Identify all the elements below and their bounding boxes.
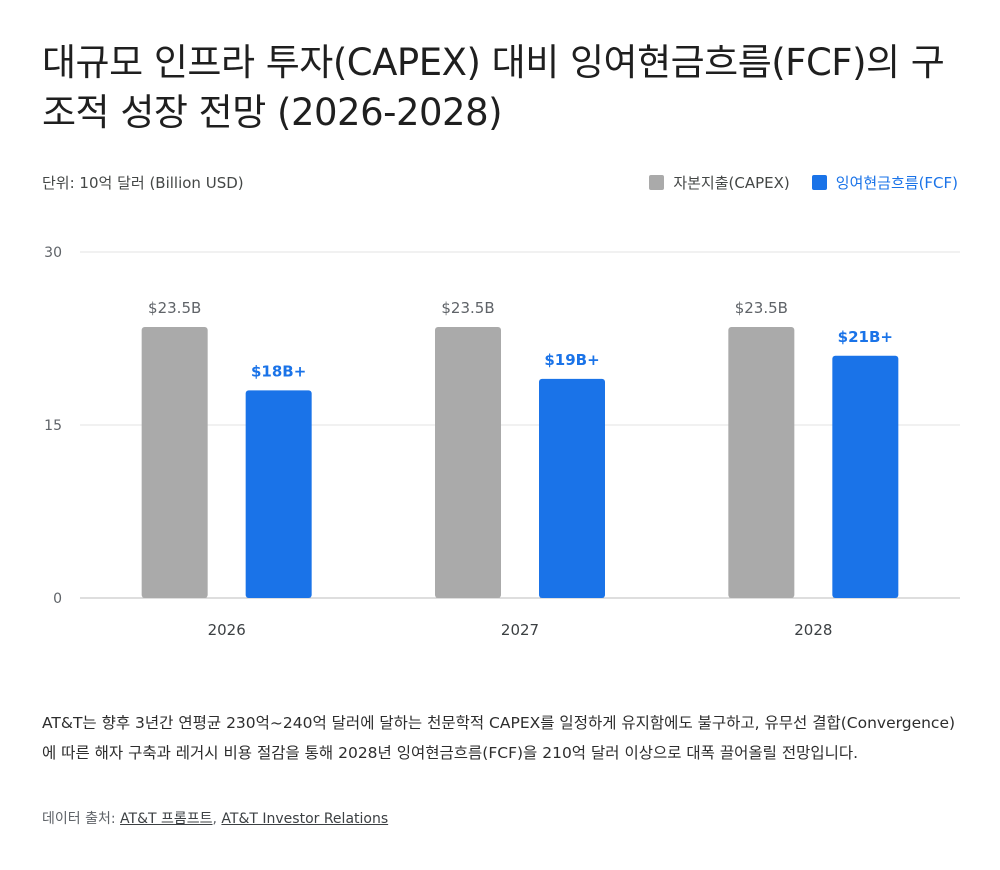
y-tick-label: 15	[44, 418, 62, 434]
legend-item-fcf: 잉여현금흐름(FCF)	[811, 172, 958, 193]
legend-item-capex: 자본지출(CAPEX)	[649, 172, 790, 193]
bar-capex	[728, 326, 795, 598]
legend-swatch-capex	[649, 175, 665, 190]
chart-description: AT&T는 향후 3년간 연평균 230억~240억 달러에 달하는 천문학적 …	[42, 714, 956, 762]
y-tick-label: 30	[44, 245, 62, 261]
source-link-prompt[interactable]: AT&T 프롬프트	[120, 811, 213, 827]
legend-label-fcf: 잉여현금흐름(FCF)	[835, 174, 958, 192]
bar-capex	[435, 326, 501, 598]
chart-title: 대규모 인프라 투자(CAPEX) 대비 잉여현금흐름(FCF)의 구조적 성장…	[42, 41, 945, 134]
legend-label-capex: 자본지출(CAPEX)	[673, 174, 790, 192]
data-label: $23.5B	[148, 299, 201, 317]
data-label: $23.5B	[735, 299, 788, 317]
data-label: $21B+	[838, 328, 893, 346]
source-separator: ,	[212, 811, 222, 827]
source-prefix: 데이터 출처:	[42, 811, 121, 827]
bar-capex	[141, 326, 208, 598]
x-tick-label: 2026	[208, 621, 246, 639]
data-source: 데이터 출처: AT&T 프롬프트, AT&T Investor Relatio…	[42, 808, 388, 828]
bar-fcf	[245, 390, 312, 598]
x-tick-label: 2028	[794, 621, 832, 639]
source-link-investor-relations[interactable]: AT&T Investor Relations	[221, 811, 389, 827]
bar-chart: 0 15 30 $23.5B $18B+ 2026 $23.5B $19B+ 2027 $23.5…	[44, 245, 960, 639]
bar-fcf	[832, 355, 899, 598]
data-label: $19B+	[544, 351, 599, 369]
data-label: $18B+	[251, 362, 306, 380]
x-tick-label: 2027	[501, 621, 539, 639]
chart-legend: 자본지출(CAPEX) 잉여현금흐름(FCF)	[627, 172, 958, 193]
y-tick-label: 0	[53, 591, 62, 607]
legend-swatch-fcf	[811, 175, 827, 190]
unit-label: 단위: 10억 달러 (Billion USD)	[42, 174, 244, 192]
data-label: $23.5B	[441, 299, 494, 317]
bar-fcf	[539, 378, 605, 598]
